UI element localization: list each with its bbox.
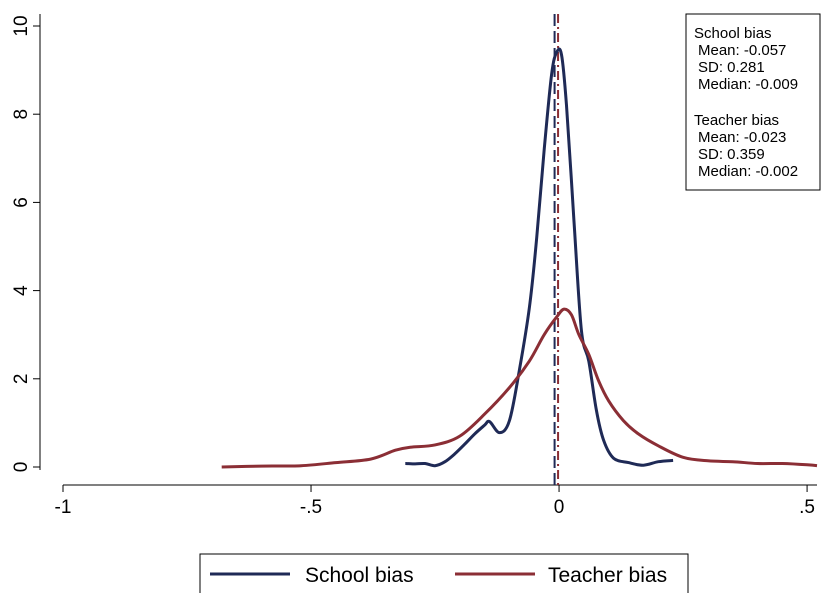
stats-box-frame [685, 13, 821, 191]
legend-label-school-bias: School bias [305, 564, 414, 587]
stats-school-title: School bias [694, 25, 772, 42]
stats-school-sd: SD: 0.281 [698, 59, 765, 76]
median-lines [553, 14, 560, 485]
stats-teacher-mean: Mean: -0.023 [698, 129, 786, 146]
legend: School bias Teacher bias [199, 553, 689, 595]
legend-label-teacher-bias: Teacher bias [548, 564, 667, 587]
y-tick-label: 0 [11, 462, 32, 473]
series-line-school-bias [405, 47, 674, 468]
y-tick-label: 8 [11, 109, 32, 120]
stats-teacher-title: Teacher bias [694, 112, 779, 129]
stats-teacher-sd: SD: 0.359 [698, 146, 765, 163]
axes: -1 -.5 0 .5 0 2 4 6 8 10 [11, 14, 817, 518]
stats-school-median: Median: -0.009 [698, 76, 798, 93]
y-tick-label: 4 [11, 285, 32, 296]
x-tick-label: -.5 [300, 497, 322, 518]
stats-teacher-median: Median: -0.002 [698, 163, 798, 180]
y-tick-label: 10 [11, 15, 32, 36]
x-tick-label: -1 [55, 497, 72, 518]
stats-school-mean: Mean: -0.057 [698, 42, 786, 59]
series-line-teacher-bias [221, 307, 818, 469]
stats-box: School bias Mean: -0.057 SD: 0.281 Media… [685, 13, 821, 191]
y-tick-label: 6 [11, 197, 32, 208]
x-tick-label: .5 [799, 497, 815, 518]
y-tick-label: 2 [11, 374, 32, 385]
series-lines [221, 47, 818, 469]
x-tick-label: 0 [554, 497, 565, 518]
